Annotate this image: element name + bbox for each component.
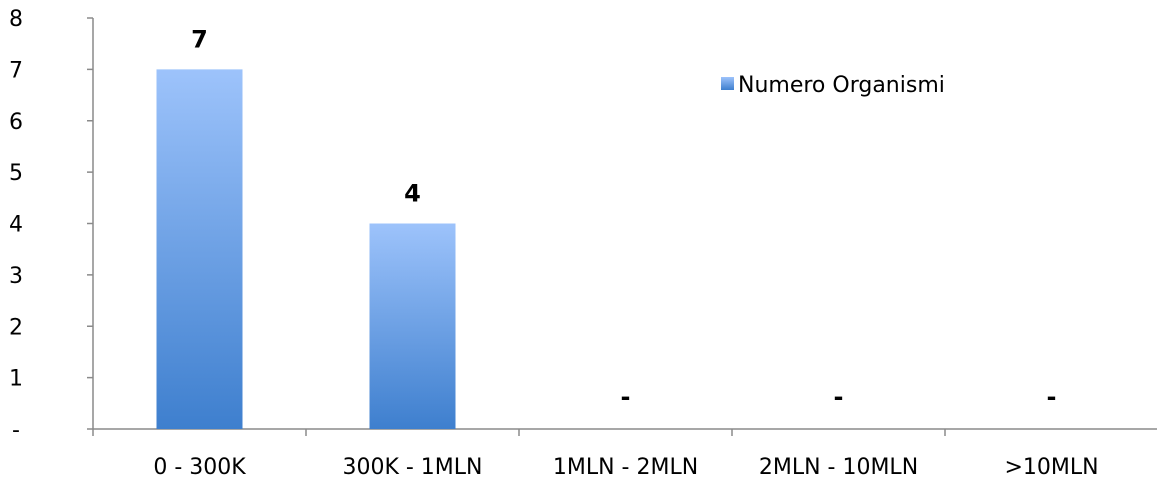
y-tick-label: 3	[9, 264, 23, 289]
x-tick-label: 1MLN - 2MLN	[553, 455, 698, 479]
x-axis-ticks: 0 - 300K 300K - 1MLN 1MLN - 2MLN 2MLN - 10M…	[92, 429, 1099, 479]
y-tick-label: 4	[9, 213, 23, 238]
y-tick-label: 5	[9, 161, 23, 186]
bars-group	[156, 69, 456, 429]
legend-swatch	[721, 77, 734, 90]
bar-data-label: -	[1047, 383, 1057, 411]
bar	[156, 69, 243, 429]
data-labels-group: 7 4 - - -	[191, 25, 1056, 411]
y-tick-label: 6	[9, 110, 23, 135]
y-axis-ticks: - 1 2 3 4 5 6 7 8	[9, 7, 93, 443]
bar-data-label: 7	[191, 25, 208, 53]
x-tick-label: 0 - 300K	[153, 455, 246, 479]
legend-label: Numero Organismi	[738, 73, 945, 98]
y-tick-label: 2	[9, 315, 23, 340]
bar-data-label: -	[834, 383, 844, 411]
x-tick-label: 300K - 1MLN	[342, 455, 482, 479]
x-tick-label: 2MLN - 10MLN	[759, 455, 918, 479]
y-tick-label: 7	[9, 58, 23, 83]
y-tick-label: -	[12, 418, 20, 443]
bar-data-label: 4	[404, 180, 421, 208]
bar	[369, 223, 456, 429]
y-tick-label: 1	[9, 367, 23, 392]
bar-data-label: -	[621, 383, 631, 411]
x-tick-label: >10MLN	[1004, 455, 1098, 479]
y-tick-label: 8	[9, 7, 23, 32]
legend: Numero Organismi	[721, 73, 945, 98]
